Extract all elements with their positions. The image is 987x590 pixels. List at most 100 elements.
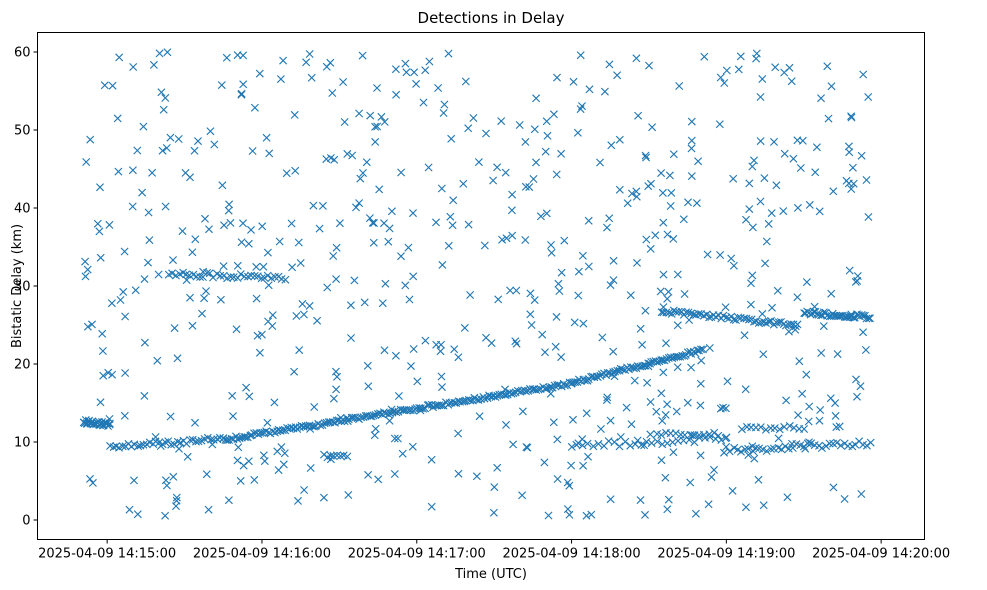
detection-point	[651, 231, 660, 240]
detection-point	[469, 114, 478, 122]
detection-point	[268, 311, 277, 320]
detection-point	[265, 149, 274, 158]
detection-point	[424, 163, 433, 172]
detection-point	[785, 421, 794, 430]
detection-point	[138, 188, 147, 197]
detection-point	[578, 441, 587, 450]
detection-point	[474, 158, 483, 167]
detection-point	[365, 214, 374, 223]
detection-point	[745, 179, 754, 188]
detection-point	[673, 363, 682, 372]
detection-point	[737, 447, 745, 456]
detection-point	[699, 311, 708, 320]
detection-point	[694, 157, 703, 166]
detection-point	[623, 199, 632, 208]
detection-point	[748, 162, 757, 171]
detection-point	[761, 425, 770, 434]
detection-point	[810, 302, 819, 311]
detection-point	[593, 373, 602, 381]
detection-point	[760, 174, 769, 183]
detection-point	[551, 342, 560, 351]
detection-point	[474, 396, 483, 404]
detection-point	[680, 431, 689, 439]
detection-point	[348, 151, 357, 160]
detection-point	[228, 391, 237, 400]
detection-point	[225, 200, 234, 209]
detection-point	[557, 268, 566, 277]
detection-point	[864, 213, 873, 221]
detection-point	[831, 411, 840, 420]
detection-point	[684, 308, 693, 317]
detection-point	[194, 137, 202, 146]
detection-point	[162, 481, 171, 490]
detection-point	[833, 438, 841, 447]
detection-point	[791, 325, 800, 334]
detection-point	[603, 393, 612, 402]
detection-point	[583, 439, 592, 448]
detection-point	[856, 382, 865, 391]
detection-point	[115, 53, 124, 62]
detection-point	[864, 314, 873, 323]
detection-point	[373, 122, 382, 131]
detection-point	[714, 431, 723, 440]
y-tick-label: 20	[14, 358, 31, 373]
detection-point	[107, 299, 116, 308]
detection-point	[602, 396, 611, 405]
detection-point	[658, 188, 667, 197]
detection-point	[472, 472, 481, 481]
detection-point	[667, 188, 676, 197]
detection-point	[278, 426, 287, 435]
detection-point	[616, 364, 625, 373]
detection-point	[489, 176, 498, 185]
detection-point	[391, 351, 400, 360]
y-tick-label: 10	[14, 436, 31, 451]
detection-point	[662, 339, 670, 348]
detection-point	[609, 256, 618, 265]
detection-point	[598, 333, 607, 342]
detection-point	[596, 158, 604, 167]
detection-point	[438, 260, 447, 269]
detection-point	[241, 433, 250, 442]
detection-point	[300, 486, 309, 494]
detection-point	[444, 49, 453, 58]
detection-point	[861, 346, 870, 354]
detection-point	[684, 198, 692, 207]
y-tick-label: 50	[14, 124, 31, 139]
detection-point	[671, 429, 680, 438]
detection-point	[81, 272, 90, 281]
detection-point	[344, 491, 353, 499]
detection-point	[782, 396, 791, 405]
detection-point	[751, 443, 760, 452]
detection-point	[497, 117, 506, 126]
detection-point	[716, 73, 725, 82]
detection-point	[737, 425, 746, 434]
detection-point	[720, 448, 728, 457]
detection-point	[166, 412, 175, 421]
detection-point	[444, 241, 453, 250]
detection-point	[547, 241, 555, 249]
detection-point	[781, 442, 790, 451]
detection-point	[384, 237, 393, 246]
detection-point	[282, 169, 291, 178]
detection-point	[133, 146, 142, 155]
detection-point	[663, 230, 672, 239]
detection-point	[355, 109, 364, 118]
detection-point	[502, 234, 511, 243]
detection-point	[362, 158, 371, 167]
detection-point	[98, 347, 107, 355]
detection-point	[280, 449, 289, 458]
detection-point	[188, 321, 197, 330]
detection-point	[637, 441, 646, 449]
detection-point	[236, 476, 245, 485]
detection-point	[161, 93, 170, 102]
detection-point	[748, 223, 757, 232]
detection-point	[563, 505, 572, 514]
detection-point	[584, 452, 592, 461]
detection-point	[116, 296, 125, 304]
detection-point	[182, 276, 191, 285]
detection-point	[710, 465, 718, 474]
detection-point	[421, 336, 430, 345]
detection-point	[364, 382, 373, 391]
detection-point	[364, 470, 373, 479]
